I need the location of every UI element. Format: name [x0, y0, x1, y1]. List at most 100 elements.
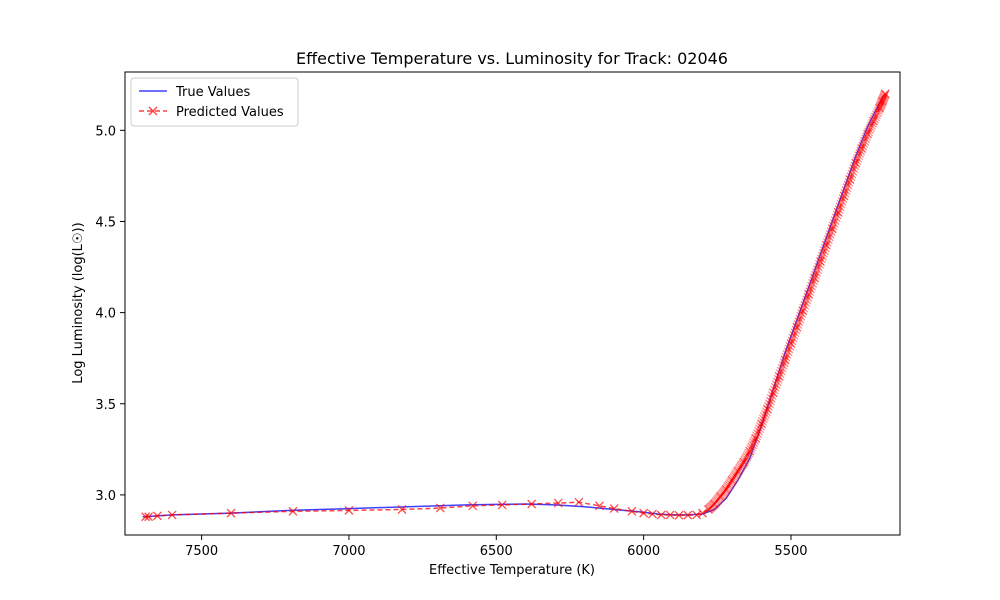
predicted-point-marker: [800, 300, 810, 310]
predicted-point-marker: [627, 506, 637, 516]
predicted-point-marker: [717, 489, 727, 499]
x-tick-label: 7000: [332, 544, 365, 559]
predicted-point-marker: [860, 136, 870, 146]
predicted-point-marker: [765, 396, 775, 406]
predicted-point-marker: [868, 118, 877, 128]
predicted-point-marker: [856, 146, 866, 156]
predicted-point-marker: [728, 474, 738, 484]
predicted-point-marker: [861, 134, 871, 144]
predicted-point-marker: [639, 508, 649, 518]
predicted-point-marker: [760, 409, 770, 419]
predicted-point-marker: [770, 382, 780, 392]
predicted-point-marker: [810, 273, 820, 283]
predicted-point-marker: [746, 444, 756, 454]
plot-frame: [124, 71, 901, 536]
predicted-point-marker: [858, 141, 868, 151]
predicted-point-marker: [344, 505, 354, 515]
predicted-point-marker: [863, 129, 873, 139]
predicted-point-marker: [847, 169, 857, 179]
predicted-point-marker: [799, 303, 809, 313]
predicted-point-marker: [850, 161, 860, 171]
predicted-point-marker: [879, 91, 889, 101]
predicted-point-marker: [435, 503, 445, 513]
predicted-point-marker: [786, 339, 796, 349]
predicted-point-marker: [729, 472, 739, 482]
predicted-point-marker: [733, 466, 743, 476]
predicted-point-marker: [553, 498, 563, 508]
predicted-point-marker: [870, 112, 880, 122]
predicted-point-marker: [814, 262, 823, 272]
predicted-point-marker: [824, 232, 834, 242]
legend-box: [130, 77, 299, 127]
predicted-point-marker: [795, 314, 805, 324]
predicted-point-marker: [755, 424, 764, 434]
y-tick-label: 3.5: [95, 398, 116, 413]
predicted-point-marker: [792, 322, 802, 332]
predicted-point-marker: [832, 210, 842, 220]
predicted-point-marker: [167, 510, 177, 520]
predicted-point-marker: [864, 127, 874, 137]
predicted-point-marker: [771, 380, 781, 390]
predicted-point-marker: [710, 498, 720, 508]
predicted-point-marker: [781, 352, 791, 362]
predicted-point-marker: [574, 497, 584, 507]
predicted-point-marker: [748, 440, 758, 450]
predicted-point-marker: [803, 292, 813, 302]
predicted-point-marker: [844, 177, 854, 187]
predicted-point-marker: [874, 103, 884, 113]
predicted-point-marker: [806, 284, 816, 294]
predicted-point-marker: [798, 306, 808, 316]
predicted-point-marker: [827, 224, 837, 234]
predicted-point-marker: [852, 156, 862, 166]
predicted-point-marker: [141, 512, 151, 522]
predicted-point-marker: [819, 246, 829, 256]
predicted-point-marker: [878, 95, 888, 105]
x-axis: 7500 7000 6500 6000 5500: [185, 535, 808, 559]
predicted-point-marker: [741, 453, 751, 463]
predicted-point-marker: [869, 116, 878, 126]
predicted-point-marker: [840, 188, 850, 198]
predicted-point-marker: [721, 484, 731, 494]
legend-pred-marker: [148, 106, 158, 116]
predicted-point-marker: [812, 268, 821, 277]
predicted-point-marker: [842, 183, 852, 193]
predicted-point-marker: [823, 235, 833, 245]
predicted-point-marker: [845, 175, 855, 185]
predicted-point-marker: [801, 298, 811, 308]
legend-true-label: True Values: [175, 85, 250, 100]
predicted-point-marker: [865, 125, 875, 135]
predicted-point-marker: [527, 499, 537, 509]
predicted-point-marker: [876, 99, 886, 109]
predicted-point-marker: [815, 257, 825, 267]
predicted-point-marker: [822, 237, 832, 247]
predicted-point-marker: [805, 287, 815, 297]
predicted-point-marker: [838, 194, 848, 204]
x-tick-label: 7500: [185, 544, 218, 559]
predicted-point-marker: [730, 471, 740, 481]
predicted-point-marker: [866, 123, 875, 133]
predicted-point-marker: [753, 429, 763, 438]
predicted-point-marker: [763, 402, 773, 411]
predicted-point-marker: [811, 270, 820, 280]
predicted-point-marker: [762, 404, 772, 414]
predicted-point-marker: [698, 508, 708, 518]
predicted-point-marker: [747, 442, 757, 452]
predicted-point-marker: [648, 509, 657, 519]
predicted-point-marker: [734, 465, 744, 475]
predicted-point-marker: [855, 148, 865, 158]
predicted-point-marker: [820, 243, 830, 253]
predicted-point-marker: [796, 311, 806, 321]
y-tick-label: 4.5: [95, 215, 116, 230]
predicted-point-marker: [783, 347, 793, 357]
predicted-point-marker: [878, 94, 888, 104]
predicted-point-marker: [674, 510, 684, 520]
predicted-point-marker: [793, 320, 803, 329]
predicted-point-marker: [784, 344, 794, 354]
predicted-point-marker: [817, 251, 827, 261]
predicted-point-marker: [834, 205, 844, 215]
predicted-point-marker: [288, 506, 298, 516]
chart-title: Effective Temperature vs. Luminosity for…: [296, 49, 728, 68]
predicted-point-marker: [739, 457, 749, 467]
predicted-point-marker: [759, 412, 769, 421]
